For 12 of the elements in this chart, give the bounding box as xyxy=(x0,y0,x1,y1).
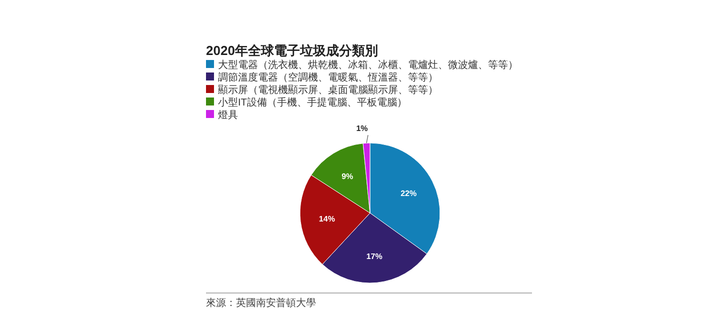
legend-label: 顯示屏（電視機顯示屏、桌面電腦顯示屏、等等） xyxy=(218,84,438,96)
text: 來源：英國南安普頓大學 xyxy=(206,297,316,309)
data-label: 17% xyxy=(366,252,382,262)
legend-label: 調節溫度電器（空調機、電暖氣、恆溫器、等等） xyxy=(218,72,438,84)
chart-title: 2020年全球電子垃圾成分類別 xyxy=(206,43,378,58)
data-label: 14% xyxy=(318,214,335,224)
data-label: 22% xyxy=(400,189,417,198)
legend-label: 大型電器（洗衣機、烘乾機、冰箱、冰櫃、電爐灶、微波爐、等等） xyxy=(218,59,518,71)
data-label: 1% xyxy=(356,124,368,134)
data-label: 9% xyxy=(342,172,354,181)
legend-label: 小型IT設備（手機、手提電腦、平板電腦） xyxy=(218,96,407,108)
legend-label: 燈具 xyxy=(218,109,238,121)
